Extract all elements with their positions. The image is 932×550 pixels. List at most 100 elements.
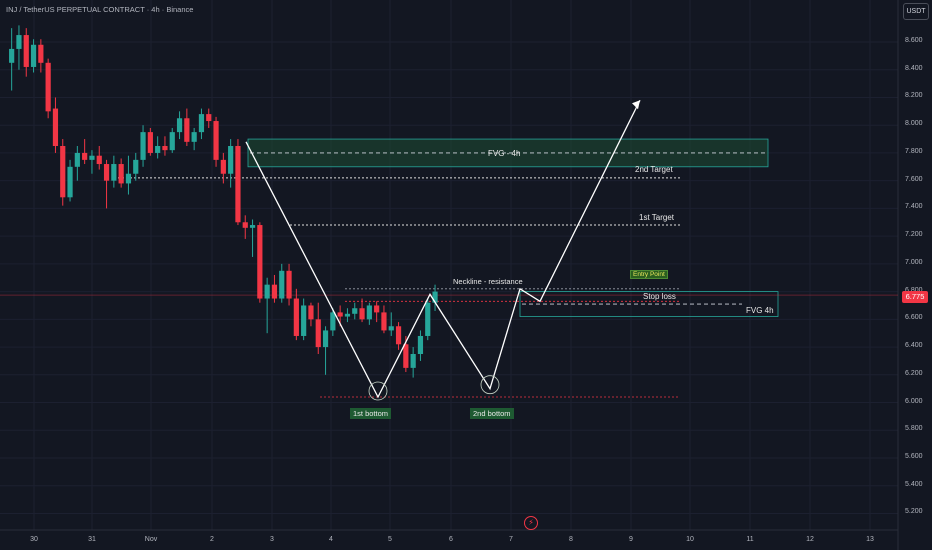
candle [315,302,321,354]
candle [330,308,336,336]
candle-body [315,319,321,348]
price-tick: 5.400 [905,480,923,488]
first-bottom-label: 1st bottom [350,408,392,419]
candle [169,127,175,153]
entry-point-label: Entry Point [630,270,668,279]
candle [133,152,139,181]
candle [38,39,44,73]
candle [82,139,88,165]
price-tick: 7.400 [905,203,923,211]
candle-body [322,330,329,348]
candle [9,28,15,91]
time-tick: 12 [806,536,814,543]
price-tick: 7.800 [905,147,923,155]
candle-body [337,312,343,317]
price-tick: 8.000 [905,120,923,128]
candle-body [403,344,409,368]
candle [308,302,314,327]
candle-body [9,48,15,63]
candle-body [301,305,307,336]
symbol-title[interactable]: INJ / TetherUS PERPETUAL CONTRACT · 4h ·… [6,5,194,14]
candle-body [344,313,351,317]
time-tick: 11 [746,536,754,543]
candle [235,139,241,226]
candle [432,284,438,312]
candle-body [388,326,394,331]
candle-body [60,146,66,198]
candle [147,127,153,156]
neckline-label: Neckline - resistance [453,277,523,286]
stop-loss-label: Stop loss [643,292,676,301]
price-tick: 6.400 [905,342,923,350]
candle-body [381,312,387,331]
candle-body [417,335,424,354]
time-tick: 30 [30,536,38,543]
candle [279,263,285,303]
candle-body [374,305,380,313]
candle [176,111,183,140]
candle [425,298,431,341]
candle-body [184,118,190,142]
fvg-top-label: FVG - 4h [488,149,521,158]
candle-body [410,354,416,368]
candle [23,28,29,77]
candle [103,159,110,209]
candle [322,326,329,375]
last-price-tag: 6.775 [902,291,928,303]
candle [381,305,387,334]
candle [264,277,270,334]
candle [198,108,205,140]
time-tick: Nov [144,536,158,543]
time-tick: 2 [210,536,214,543]
fvg-zones [247,138,779,317]
candle-body [155,146,161,153]
candle-body [228,146,234,174]
candle-body [257,225,263,299]
candle [213,116,219,167]
candle [366,302,372,325]
candle [344,308,351,323]
candle [67,159,73,202]
candle [228,139,234,188]
candle-body [359,308,365,320]
candle [242,215,248,239]
lightning-icon[interactable]: ⚡ [524,516,538,530]
candle [89,150,95,174]
candle-body [52,108,59,146]
double-bottom-path [245,99,641,399]
candle-body [264,284,270,299]
price-tick: 6.000 [905,397,923,405]
candle [410,347,416,378]
candles [9,25,438,378]
candle-body [103,164,110,181]
candle-body [89,155,95,160]
candle-body [140,132,146,160]
candle [125,155,132,195]
time-tick: 5 [388,536,392,543]
candle-body [16,35,22,49]
candle-body [220,159,226,174]
candle-body [96,155,102,165]
time-tick: 9 [629,536,633,543]
price-tick: 6.200 [905,369,923,377]
candle-body [198,114,205,133]
candle [395,322,402,350]
candle [111,155,117,188]
candle-body [169,132,175,151]
currency-button[interactable]: USDT [903,3,929,20]
candle-body [38,44,44,63]
candle [16,25,22,70]
candle-body [23,35,29,67]
candle-body [30,44,37,67]
candle-body [74,152,80,167]
candle [249,219,256,257]
first-bottom-circle [368,381,388,401]
candle [257,222,263,303]
candle [52,97,59,153]
candle [271,274,278,303]
candle-body [111,164,117,181]
time-tick: 13 [866,536,874,543]
price-tick: 8.600 [905,37,923,44]
fvg-zone-lower [519,291,779,317]
